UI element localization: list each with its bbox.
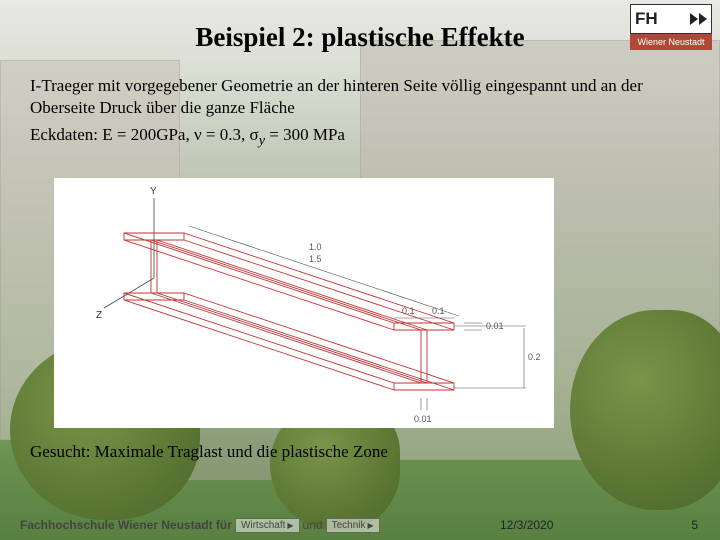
- param-nu: 0.3: [220, 125, 241, 144]
- sought-text: Gesucht: Maximale Traglast und die plast…: [30, 442, 388, 462]
- param-nu-label: ν =: [194, 125, 220, 144]
- footer-institution: Fachhochschule Wiener Neustadt für: [20, 518, 232, 532]
- description-text: I-Traeger mit vorgegebener Geometrie an …: [30, 75, 690, 119]
- axis-y-label: Y: [150, 186, 157, 197]
- dim-top: 1.0: [309, 242, 322, 252]
- param-E: 200GPa: [131, 125, 186, 144]
- dim-fw-a: 0.1: [402, 306, 415, 316]
- footer-date: 12/3/2020: [500, 518, 553, 532]
- footer-badge-wirtschaft: Wirtschaft: [235, 518, 300, 533]
- param-sy-label: σ: [250, 125, 259, 144]
- dimensions: 1.5 1.0 0.2 0.1 0.1 0.01: [189, 226, 541, 424]
- dim-fw-b: 0.1: [432, 306, 445, 316]
- footer-mid: und: [303, 518, 323, 532]
- logo-arrows-icon: [690, 13, 707, 25]
- param-prefix: Eckdaten: E =: [30, 125, 131, 144]
- logo-text: FH: [635, 9, 658, 29]
- fh-logo: FH Wiener Neustadt: [630, 4, 712, 50]
- footer: Fachhochschule Wiener Neustadt für Wirts…: [0, 510, 720, 540]
- footer-badge-technik: Technik: [326, 518, 380, 533]
- param-sy-eq: =: [265, 125, 283, 144]
- param-sy: 300 MPa: [283, 125, 345, 144]
- dim-height: 0.2: [528, 352, 541, 362]
- axis-z-label: Z: [96, 310, 102, 321]
- i-beam-diagram: Y Z: [54, 178, 554, 428]
- dim-ft: 0.01: [486, 321, 504, 331]
- dim-wt: 0.01: [414, 414, 432, 424]
- slide-title: Beispiel 2: plastische Effekte: [0, 22, 720, 53]
- parameters-text: Eckdaten: E = 200GPa, ν = 0.3, σy = 300 …: [30, 125, 690, 149]
- footer-page: 5: [691, 518, 698, 532]
- logo-subtitle: Wiener Neustadt: [630, 34, 712, 50]
- dim-length: 1.5: [309, 254, 322, 264]
